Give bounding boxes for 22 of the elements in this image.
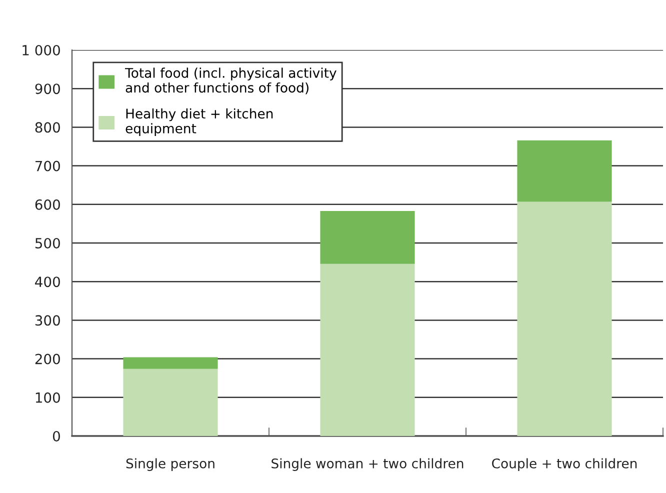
y-tick-label: 200 (35, 354, 60, 364)
bar (320, 210, 415, 264)
legend-label: Healthy diet + kitchen equipment (126, 108, 273, 136)
y-tick-label: 100 (36, 392, 60, 403)
y-tick-label: 700 (36, 160, 60, 172)
bar (320, 264, 415, 436)
bar (123, 357, 218, 369)
x-tick-label: Single woman + two children (272, 458, 464, 471)
y-tick-label: 0 (52, 430, 60, 442)
legend-label: Total food (incl. physical activity and other functions of food) (125, 68, 336, 94)
bar (517, 202, 612, 436)
y-tick-label: 600 (35, 199, 60, 210)
x-tick-label: Couple + two children (492, 458, 637, 471)
y-tick-label: 900 (35, 84, 60, 94)
y-tick-label: 300 (35, 315, 60, 326)
y-tick-label: 400 (35, 276, 60, 288)
y-tick-label: 800 (35, 122, 60, 133)
bar (517, 140, 612, 202)
bar (123, 368, 218, 436)
x-tick-label: Single person (126, 458, 214, 471)
y-tick-label: 500 (35, 238, 60, 248)
y-tick-label: 1 000 (22, 44, 60, 56)
